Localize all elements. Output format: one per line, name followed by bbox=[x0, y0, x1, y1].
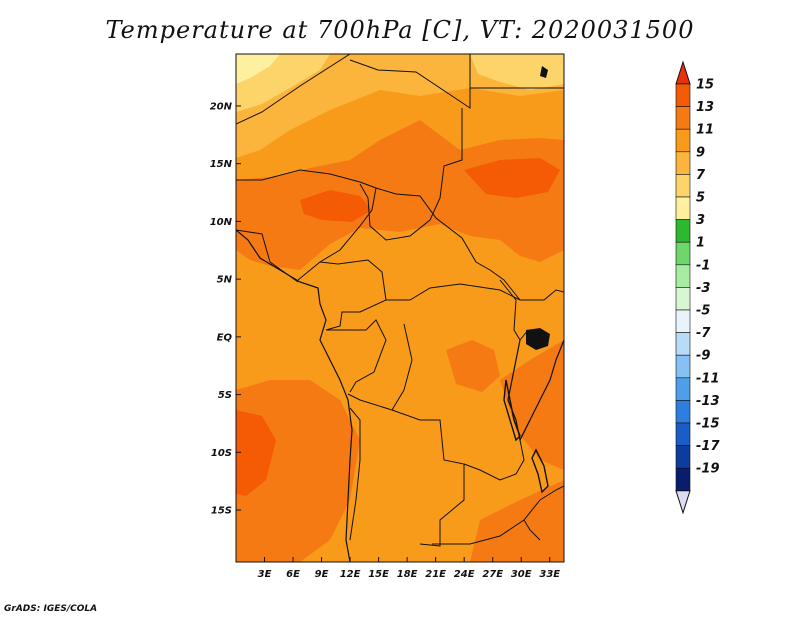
field-sahel-hot-east bbox=[464, 158, 560, 198]
colorbar: 15 13 11 9 7 5 3 1 -1 -3 -5 -7 -9 -11 -13 -15 -17 -19 bbox=[675, 60, 720, 515]
colorbar-label: -13 bbox=[696, 394, 720, 409]
lat-tick-label: 10S bbox=[211, 448, 232, 459]
colorbar-box bbox=[675, 467, 691, 492]
colorbar-label: -9 bbox=[696, 349, 710, 364]
colorbar-label: 15 bbox=[696, 78, 714, 93]
credit-label: GrADS: IGES/COLA bbox=[4, 604, 98, 614]
map-frame bbox=[235, 53, 565, 563]
colorbar-label: -11 bbox=[696, 371, 720, 386]
colorbar-box bbox=[675, 106, 691, 130]
colorbar-box bbox=[675, 422, 691, 446]
colorbar-label: -17 bbox=[696, 439, 720, 454]
temperature-field bbox=[236, 54, 564, 562]
field-north-cool-band bbox=[236, 54, 564, 158]
field-basin-warm bbox=[446, 340, 500, 392]
colorbar-label: -3 bbox=[696, 281, 710, 296]
colorbar-box bbox=[675, 445, 691, 469]
colorbar-box bbox=[675, 196, 691, 220]
colorbar-label: 13 bbox=[696, 100, 714, 115]
lat-tick-label: EQ bbox=[217, 332, 233, 343]
lon-tick-label: 21E bbox=[425, 569, 446, 580]
colorbar-label: -1 bbox=[696, 258, 710, 273]
lat-tick-label: 5N bbox=[217, 275, 233, 286]
colorbar-top-arrow bbox=[675, 60, 691, 85]
lat-tick-label: 10N bbox=[210, 217, 233, 228]
lon-tick-label: 30E bbox=[511, 569, 532, 580]
colorbar-label: -15 bbox=[696, 417, 720, 432]
colorbar-box bbox=[675, 264, 691, 288]
colorbar-bottom-arrow bbox=[675, 490, 691, 515]
colorbar-box bbox=[675, 400, 691, 424]
colorbar-box bbox=[675, 128, 691, 153]
red-sea-islands bbox=[540, 66, 548, 78]
colorbar-box bbox=[675, 377, 691, 401]
lake-tanganyika bbox=[503, 379, 521, 442]
longitude-axis: 3E 6E 9E 12E 15E 18E 21E 24E 27E 30E 33E bbox=[258, 557, 560, 580]
colorbar-label: -19 bbox=[696, 462, 720, 477]
field-sahel-warm bbox=[236, 120, 564, 270]
field-northeast-cool bbox=[470, 54, 564, 90]
colorbar-label: 11 bbox=[696, 123, 714, 138]
colorbar-box bbox=[675, 241, 691, 266]
field-east-warm bbox=[500, 340, 564, 470]
lon-tick-label: 9E bbox=[315, 569, 329, 580]
lon-tick-label: 24E bbox=[454, 569, 475, 580]
colorbar-box bbox=[675, 83, 691, 107]
colorbar-label: 7 bbox=[696, 168, 706, 183]
lon-tick-label: 6E bbox=[286, 569, 300, 580]
lat-tick-label: 15S bbox=[211, 506, 232, 517]
lake-victoria bbox=[526, 328, 550, 350]
field-southeast-warm bbox=[470, 480, 564, 562]
colorbar-box bbox=[675, 287, 691, 311]
field-sahel-hot-west bbox=[300, 190, 372, 222]
east-coastline bbox=[507, 339, 564, 442]
colorbar-label: 5 bbox=[696, 191, 705, 206]
lon-tick-label: 15E bbox=[368, 569, 389, 580]
colorbar-box bbox=[675, 332, 691, 356]
lon-tick-label: 18E bbox=[397, 569, 418, 580]
colorbar-label: 9 bbox=[696, 145, 705, 160]
colorbar-box bbox=[675, 151, 691, 175]
lat-tick-label: 20N bbox=[210, 101, 233, 112]
field-southwest-hot bbox=[236, 410, 276, 496]
country-borders bbox=[236, 54, 564, 562]
coastline bbox=[236, 229, 353, 562]
colorbar-box bbox=[675, 219, 691, 243]
lake-malawi bbox=[531, 448, 549, 494]
colorbar-label: -5 bbox=[696, 304, 710, 319]
lon-tick-label: 12E bbox=[340, 569, 361, 580]
lat-tick-label: 5S bbox=[218, 390, 232, 401]
colorbar-label: 1 bbox=[696, 236, 705, 251]
colorbar-label: -7 bbox=[696, 326, 711, 341]
latitude-axis: 20N 15N 10N 5N EQ 5S 10S 15S bbox=[210, 101, 241, 517]
colorbar-box bbox=[675, 354, 691, 379]
lon-tick-label: 3E bbox=[258, 569, 272, 580]
field-north-palest bbox=[236, 54, 280, 84]
lon-tick-label: 27E bbox=[482, 569, 503, 580]
colorbar-box bbox=[675, 174, 691, 198]
colorbar-label: 3 bbox=[696, 213, 705, 228]
colorbar-box bbox=[675, 309, 691, 333]
map-title: Temperature at 700hPa [C], VT: 202003150… bbox=[105, 16, 695, 44]
border-lines bbox=[236, 54, 564, 547]
lon-tick-label: 33E bbox=[539, 569, 560, 580]
lat-tick-label: 15N bbox=[210, 159, 233, 170]
